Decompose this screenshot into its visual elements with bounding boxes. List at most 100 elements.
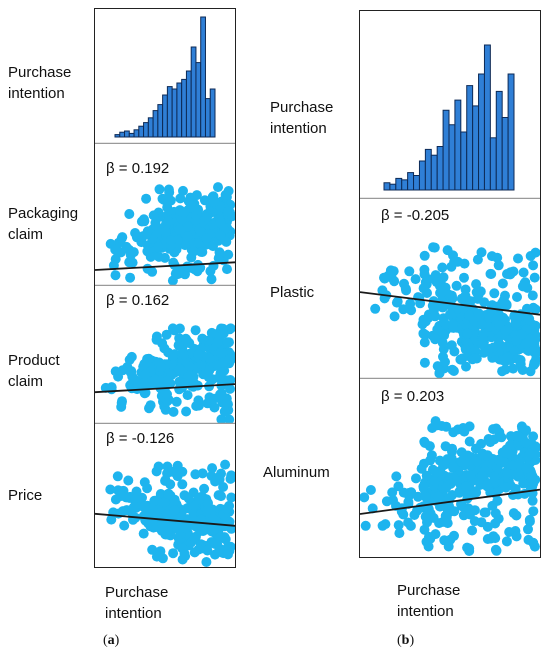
scatter-point bbox=[360, 492, 370, 503]
scatter-point bbox=[473, 308, 484, 319]
scatter-point bbox=[139, 215, 150, 226]
scatter-point bbox=[225, 383, 235, 394]
scatter-point bbox=[448, 319, 458, 330]
regression-line bbox=[360, 488, 540, 515]
histogram-bar bbox=[152, 110, 159, 138]
scatter-point bbox=[527, 495, 538, 506]
scatter-point bbox=[150, 374, 161, 385]
histogram-bar bbox=[114, 134, 121, 138]
scatter-point bbox=[470, 443, 481, 454]
scatter-point bbox=[140, 369, 151, 380]
scatter-point bbox=[485, 437, 496, 448]
scatter-point bbox=[513, 253, 523, 264]
histogram-bar bbox=[166, 86, 173, 138]
scatter-point bbox=[528, 431, 539, 442]
scatter-point bbox=[521, 463, 532, 474]
scatter-point bbox=[213, 490, 224, 501]
scatter-point bbox=[110, 494, 121, 505]
scatter-point bbox=[524, 516, 535, 527]
scatter-point bbox=[180, 333, 191, 344]
scatter-point bbox=[430, 334, 441, 345]
scatter-b-plastic bbox=[360, 242, 540, 379]
scatter-point bbox=[224, 353, 235, 364]
scatter-point bbox=[123, 475, 134, 486]
scatter-point bbox=[178, 185, 188, 196]
scatter-point bbox=[493, 337, 504, 348]
histogram-bar bbox=[200, 16, 206, 138]
scatter-point bbox=[162, 375, 173, 386]
histogram-bar bbox=[418, 160, 426, 191]
scatter-point bbox=[434, 367, 445, 378]
scatter-point bbox=[461, 481, 471, 492]
scatter-point bbox=[456, 499, 466, 510]
scatter-point bbox=[513, 468, 524, 479]
scatter-point bbox=[183, 493, 194, 504]
scatter-point bbox=[509, 346, 520, 357]
scatter-point bbox=[416, 463, 427, 474]
scatter-point bbox=[490, 544, 501, 555]
scatter-point bbox=[165, 195, 176, 206]
scatter-point bbox=[492, 252, 503, 263]
scatter-point bbox=[418, 314, 429, 325]
scatter-point bbox=[213, 182, 223, 193]
scatter-point bbox=[126, 351, 137, 362]
scatter-point bbox=[216, 348, 226, 358]
scatter-point bbox=[428, 242, 439, 253]
scatter-point bbox=[420, 277, 431, 288]
histogram-bar bbox=[483, 44, 491, 191]
histogram-a bbox=[95, 16, 235, 144]
scatter-point bbox=[394, 528, 405, 539]
scatter-point bbox=[514, 459, 525, 470]
scatter-point bbox=[429, 476, 440, 487]
scatter-point bbox=[139, 501, 150, 512]
scatter-point bbox=[439, 535, 450, 546]
histogram-bar bbox=[401, 179, 409, 191]
scatter-point bbox=[471, 353, 482, 364]
scatter-point bbox=[193, 400, 204, 411]
scatter-point bbox=[156, 525, 167, 536]
scatter-point bbox=[379, 273, 390, 284]
histogram-bar bbox=[507, 73, 515, 191]
scatter-point bbox=[465, 470, 476, 481]
scatter-point bbox=[206, 274, 217, 285]
scatter-point bbox=[431, 277, 442, 288]
scatter-point bbox=[202, 545, 213, 556]
scatter-point bbox=[475, 286, 486, 297]
histogram-bar bbox=[190, 46, 197, 138]
scatter-point bbox=[209, 393, 220, 404]
scatter-point bbox=[169, 505, 180, 516]
scatter-point bbox=[163, 488, 174, 499]
scatter-point bbox=[179, 207, 190, 218]
scatter-point bbox=[512, 354, 523, 365]
scatter-point bbox=[525, 251, 536, 261]
scatter-point bbox=[449, 256, 460, 267]
scatter-point bbox=[215, 230, 226, 241]
scatter-point bbox=[194, 494, 205, 505]
scatter-point bbox=[145, 400, 156, 411]
scatter-point bbox=[170, 268, 181, 279]
scatter-point bbox=[380, 519, 391, 530]
scatter-point bbox=[497, 278, 508, 289]
scatter-point bbox=[108, 260, 119, 271]
histogram-bar bbox=[157, 104, 164, 138]
scatter-point bbox=[206, 537, 217, 548]
scatter-b-aluminum bbox=[360, 416, 540, 556]
scatter-point bbox=[485, 268, 496, 279]
scatter-point bbox=[177, 554, 188, 565]
scatter-point bbox=[398, 487, 409, 498]
histogram-bar bbox=[442, 109, 450, 191]
scatter-point bbox=[209, 402, 220, 413]
scatter-point bbox=[470, 486, 481, 497]
scatter-point bbox=[188, 246, 199, 257]
scatter-point bbox=[389, 276, 400, 287]
histogram-bar bbox=[128, 132, 135, 138]
scatter-point bbox=[127, 257, 138, 268]
scatter-point bbox=[502, 448, 513, 459]
scatter-point bbox=[404, 266, 415, 277]
scatter-point bbox=[142, 263, 153, 274]
scatter-point bbox=[448, 461, 458, 472]
scatter-point bbox=[153, 242, 164, 253]
row-label-line: claim bbox=[8, 226, 44, 243]
scatter-point bbox=[125, 250, 136, 261]
